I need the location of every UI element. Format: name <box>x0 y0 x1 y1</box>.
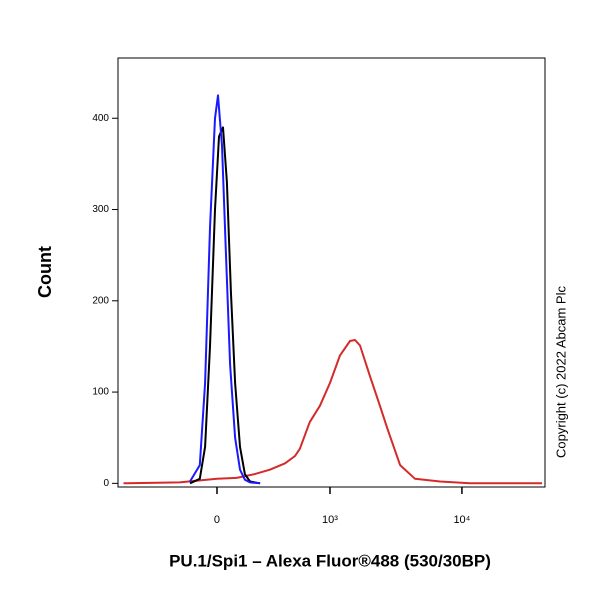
x-tick-label: 10³ <box>322 514 338 526</box>
y-tick-label: 400 <box>92 113 109 124</box>
histogram-line <box>189 126 261 485</box>
x-tick-label: 10⁴ <box>453 514 470 526</box>
copyright: Copyright (c) 2022 Abcam Plc <box>553 286 568 458</box>
histogram-line <box>189 94 261 485</box>
y-tick-label: 0 <box>103 478 109 489</box>
y-axis-label: Count <box>35 246 55 298</box>
x-axis-label: PU.1/Spi1 – Alexa Fluor®488 (530/30BP) <box>169 551 491 570</box>
x-tick-label: 0 <box>214 514 220 526</box>
y-tick-label: 300 <box>92 204 109 215</box>
plot-frame <box>117 57 546 488</box>
histogram-line <box>123 339 542 485</box>
y-tick-label: 100 <box>92 387 109 398</box>
y-tick-label: 200 <box>92 295 109 306</box>
